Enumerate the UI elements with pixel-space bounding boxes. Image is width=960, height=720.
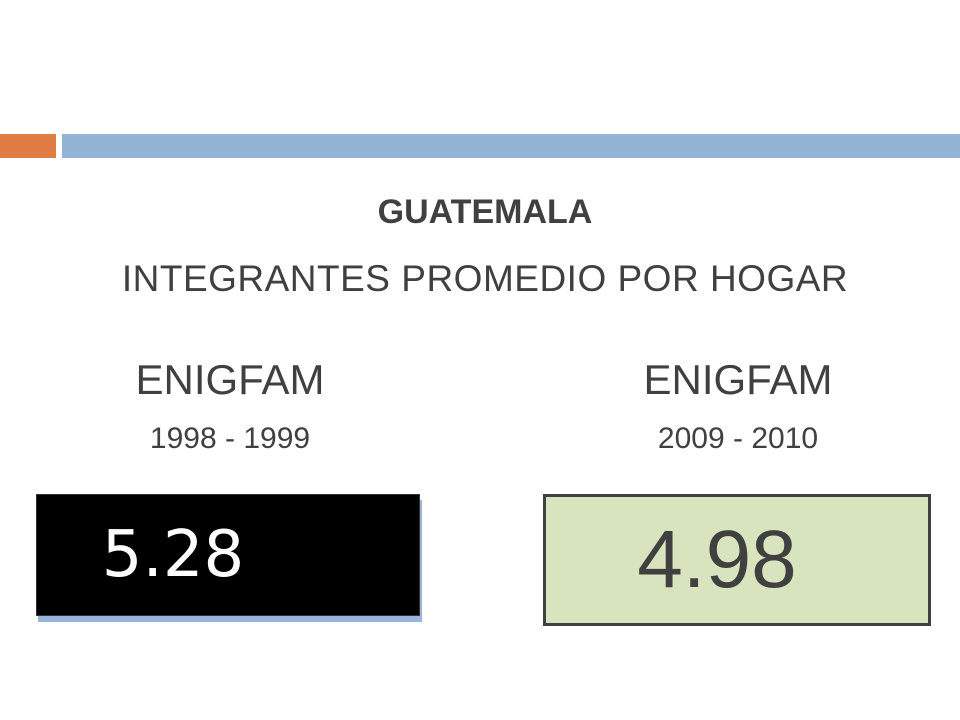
value-box: 5.28 <box>36 494 420 616</box>
survey-label: ENIGFAM <box>135 356 325 403</box>
survey-period: 1998 - 1999 <box>149 422 311 455</box>
survey-period: 2009 - 2010 <box>657 422 819 455</box>
title: GUATEMALA <box>377 193 593 231</box>
accent-bar <box>0 134 56 158</box>
value-box: 4.98 <box>543 494 931 626</box>
subtitle: INTEGRANTES PROMEDIO POR HOGAR <box>121 258 849 299</box>
survey-label: ENIGFAM <box>643 356 833 403</box>
header-bar <box>62 134 960 158</box>
